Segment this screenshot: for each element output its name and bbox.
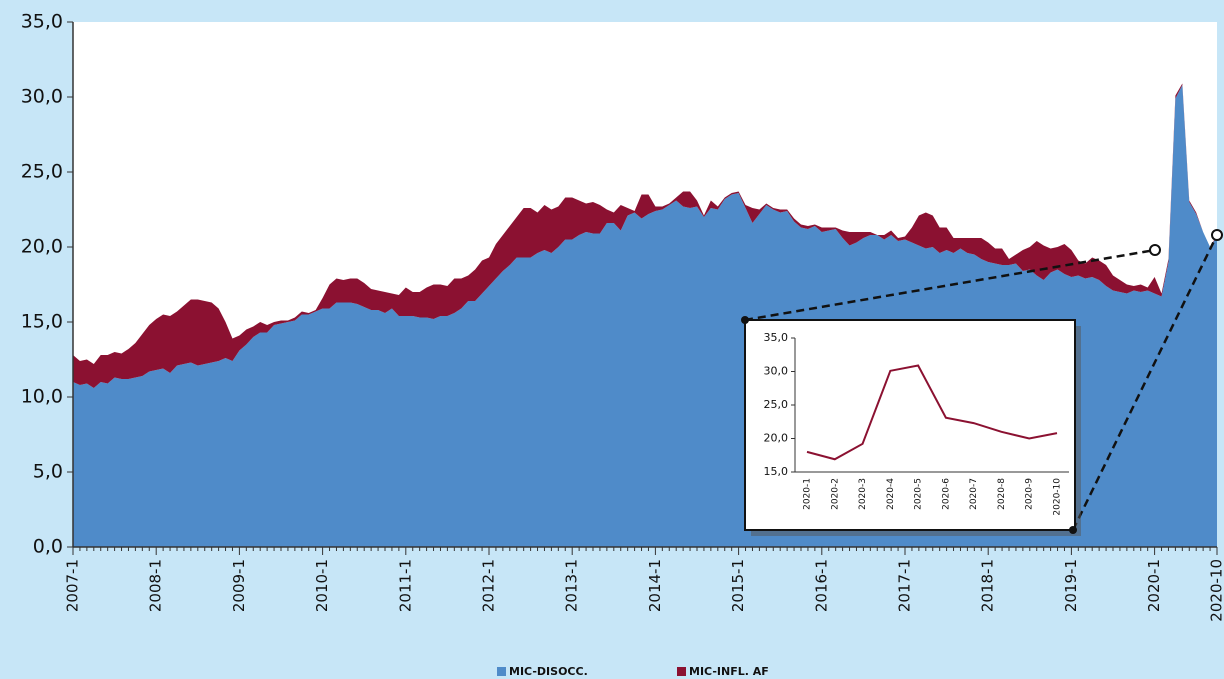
x-tick-label: 2020-9: [1025, 478, 1035, 510]
x-tick-label: 2007-1: [64, 559, 82, 612]
y-tick-label: 35,0: [764, 331, 789, 344]
zoom-connector: [744, 234, 1219, 531]
x-tick-label: 2011-1: [396, 559, 414, 612]
x-tick-label: 2016-1: [812, 559, 830, 612]
y-tick-label: 25,0: [21, 161, 63, 183]
zoom-marker: [1149, 244, 1161, 256]
x-tick-label: 2015-1: [729, 559, 747, 612]
y-tick-label: 20,0: [764, 432, 789, 445]
y-tick-label: 15,0: [764, 465, 789, 478]
y-tick-label: 30,0: [764, 365, 789, 378]
inset-frame: [744, 319, 1076, 531]
x-tick-label: 2020-10: [1208, 559, 1224, 622]
zoom-marker: [1069, 526, 1077, 534]
legend: MIC-DISOCC. MIC-INFL. AF: [497, 665, 769, 678]
legend-swatch: [677, 667, 686, 676]
x-tick-label: 2020-2: [830, 478, 840, 510]
y-tick-label: 35,0: [21, 11, 63, 33]
x-tick-label: 2008-1: [147, 559, 165, 612]
legend-label: MIC-INFL. AF: [689, 665, 769, 678]
x-tick-label: 2019-1: [1062, 559, 1080, 612]
x-tick-label: 2020-5: [914, 478, 924, 510]
x-tick-label: 2020-6: [941, 478, 951, 510]
inset-chart: 15,0 20,0 25,0 30,0 35,0 2020-1 2020-2 2020-3 20…: [764, 331, 1069, 516]
line: [806, 364, 1058, 461]
x-tick-label: 2020-10: [1053, 478, 1063, 516]
y-tick-label: 30,0: [21, 86, 63, 108]
y-tick-label: 25,0: [764, 398, 789, 411]
x-tick-label: 2010-1: [313, 559, 331, 612]
zoom-line: [744, 248, 1156, 322]
x-tick-label: 2020-1: [1145, 559, 1163, 612]
y-tick-label: 20,0: [21, 236, 63, 258]
area: [73, 83, 1217, 388]
x-tick-label: 2020-8: [997, 478, 1007, 510]
zoom-marker: [741, 316, 749, 324]
x-tick-label: 2020-7: [969, 478, 979, 510]
y-tick-label: 10,0: [21, 386, 63, 408]
x-tick-label: 2020-1: [803, 478, 813, 510]
legend-label: MIC-DISOCC.: [509, 665, 588, 678]
x-tick-label: 2012-1: [480, 559, 498, 612]
x-tick-label: 2017-1: [896, 559, 914, 612]
x-tick-label: 2018-1: [979, 559, 997, 612]
x-tick-label: 2020-3: [858, 478, 868, 510]
x-tick-label: 2009-1: [230, 559, 248, 612]
y-tick-label: 0,0: [33, 536, 63, 558]
y-tick-label: 5,0: [33, 461, 63, 483]
legend-swatch: [497, 667, 506, 676]
x-tick-label: 2013-1: [563, 559, 581, 612]
x-tick-label: 2020-4: [886, 478, 896, 510]
zoom-marker: [1211, 229, 1223, 241]
x-tick-label: 2014-1: [646, 559, 664, 612]
y-tick-label: 15,0: [21, 311, 63, 333]
zoom-line: [1071, 234, 1219, 531]
